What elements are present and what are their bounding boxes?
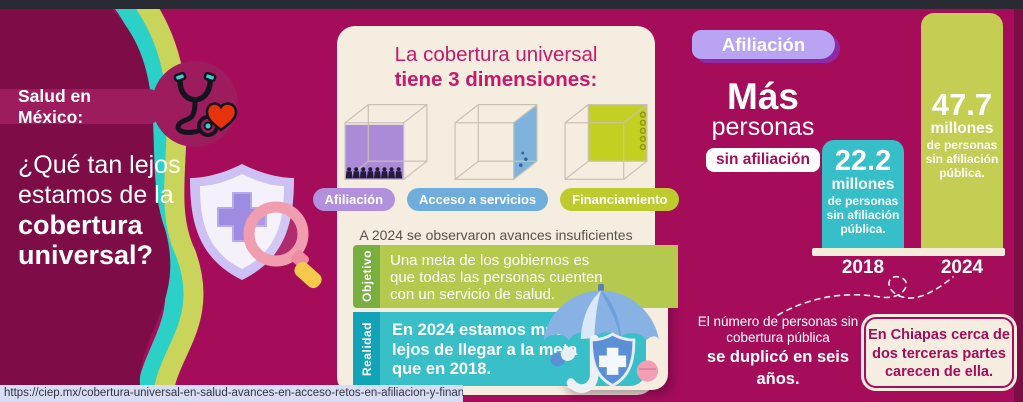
axis-label-2018: 2018: [841, 257, 885, 278]
card-title-line-2: tiene 3 dimensiones:: [394, 68, 598, 91]
cube-financiamiento-icon: [564, 103, 648, 180]
shield-plus-illustration: [190, 164, 322, 289]
bar-2018: 22.2 millones de personas sin afiliación…: [822, 140, 904, 248]
chiapas-line-3: carecen de ella.: [884, 364, 993, 380]
headline-pill: sin afiliación: [706, 148, 820, 172]
bar-2024-caption: de personas sin afiliación pública.: [925, 138, 999, 180]
dimension-cubes: [337, 102, 655, 186]
capsule-pill-icon: [550, 346, 576, 367]
round-pill-icon: [636, 360, 659, 382]
stethoscope-icon: [152, 61, 238, 147]
bar-2024-unit: millones: [930, 120, 994, 137]
cube-afiliacion-icon: [344, 103, 428, 180]
cube-acceso-icon: [454, 103, 538, 180]
affiliation-badge: Afiliación: [692, 30, 835, 59]
kicker-band: Salud en México:: [0, 86, 159, 127]
duplication-note-emphasis: se duplicó en seis años.: [706, 348, 850, 388]
page-title: ¿Qué tan lejos estamos de la cobertura u…: [18, 150, 181, 270]
duplication-note: El número de personas sin cobertura públ…: [693, 314, 863, 390]
duplication-note-line-1: El número de personas sin: [697, 314, 859, 329]
objetivo-band: Objetivo Una meta de los gobiernos es qu…: [353, 245, 678, 308]
right-edge-strip: [1014, 0, 1023, 402]
question-line-2: estamos de la: [18, 181, 174, 209]
axis-label-2024: 2024: [940, 257, 984, 278]
bar-2018-value: 22.2: [834, 145, 892, 177]
objetivo-tab-label: Objetivo: [359, 250, 374, 303]
card-title-line-1: La cobertura universal: [394, 43, 598, 66]
headline-mid: personas: [711, 113, 815, 141]
chart-baseline: [812, 248, 1005, 256]
status-url: https://ciep.mx/cobertura-universal-en-s…: [4, 387, 463, 399]
card-title: La cobertura universal tiene 3 dimension…: [337, 42, 655, 92]
umbrella-handle: [566, 334, 599, 393]
affiliation-headline: Más personas sin afiliación: [688, 76, 838, 172]
question-line-3: cobertura: [18, 210, 143, 240]
pill-financiamiento: Financiamiento: [560, 188, 680, 211]
card-note-line-1: A 2024 se observaron avances insuficient…: [359, 227, 633, 243]
mini-shield-icon: [589, 332, 636, 388]
bar-2024-value: 47.7: [931, 87, 993, 122]
objetivo-tab: Objetivo: [353, 245, 380, 308]
realidad-text: En 2024 estamos más lejos de llegar a la…: [392, 321, 578, 378]
bar-2018-caption: de personas sin afiliación pública.: [826, 194, 900, 236]
realidad-tab-label: Realidad: [359, 321, 374, 376]
objetivo-text-container: Una meta de los gobiernos es que todas l…: [380, 245, 678, 308]
browser-status-bar: https://ciep.mx/cobertura-universal-en-s…: [0, 385, 463, 402]
window-top-bar: [0, 0, 1023, 9]
headline-big: Más: [727, 76, 799, 117]
question-line-4: universal?: [18, 240, 154, 270]
chiapas-line-2: dos terceras partes: [872, 345, 1006, 362]
realidad-tab: Realidad: [353, 312, 380, 386]
question-line-1: ¿Qué tan lejos: [18, 151, 181, 179]
pill-acceso: Acceso a servicios: [407, 188, 549, 211]
magnifier-icon: [243, 201, 309, 267]
chiapas-callout: En Chiapas cerca de dos terceras partes …: [864, 317, 1014, 388]
bar-2018-unit: millones: [831, 176, 895, 193]
duplication-note-line-2: cobertura pública: [726, 330, 830, 345]
dashed-connector-decoration: [777, 276, 954, 316]
dimension-pills: Afiliación Acceso a servicios Financiami…: [312, 188, 680, 211]
objetivo-text: Una meta de los gobiernos es que todas l…: [390, 252, 603, 303]
kicker-label: Salud en México:: [18, 85, 91, 127]
umbrella-illustration: [543, 283, 660, 393]
bar-2024: 47.7 millones de personas sin afiliación…: [921, 13, 1003, 248]
heart-icon: [205, 102, 238, 132]
chiapas-line-1: En Chiapas cerca de: [868, 327, 1010, 343]
pill-afiliacion: Afiliación: [312, 188, 396, 211]
